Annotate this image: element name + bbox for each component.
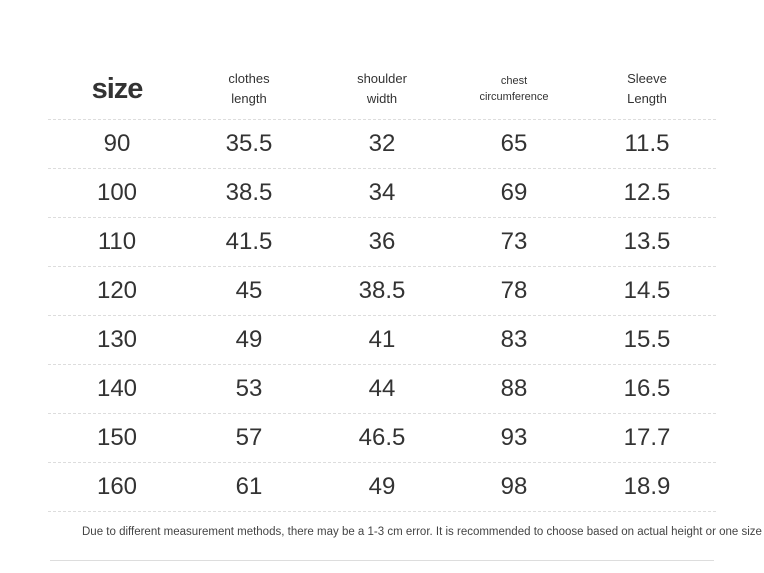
table-cell: 83	[500, 326, 528, 353]
header-text: size	[91, 73, 144, 105]
table-cell: 90	[103, 130, 131, 157]
table-cell: 49	[368, 473, 396, 500]
row-divider	[48, 462, 716, 463]
table-cell: 98	[500, 473, 528, 500]
header-cell: Sleeve Length	[581, 60, 713, 118]
header-cell: chest circumference	[448, 60, 580, 118]
header-text: shoulder	[357, 71, 407, 86]
table-cell: 110	[97, 228, 137, 255]
footnote: Due to different measurement methods, th…	[82, 526, 764, 538]
table-cell: 14.5	[623, 277, 671, 304]
row-divider	[48, 364, 716, 365]
table-cell: 57	[235, 424, 263, 451]
table-cell: 41	[368, 326, 396, 353]
header-text: Sleeve	[627, 71, 667, 86]
row-divider	[48, 266, 716, 267]
table-cell: 73	[500, 228, 528, 255]
table-cell: 140	[96, 375, 138, 402]
table-cell: 130	[96, 326, 138, 353]
table-cell: 120	[96, 277, 138, 304]
table-cell: 100	[96, 179, 138, 206]
table-cell: 36	[368, 228, 396, 255]
table-cell: 46.5	[358, 424, 406, 451]
table-cell: 150	[96, 424, 138, 451]
table-cell: 160	[96, 473, 138, 500]
row-divider	[48, 217, 716, 218]
table-cell: 18.9	[623, 473, 671, 500]
bottom-line	[50, 560, 714, 561]
row-divider	[48, 119, 716, 120]
table-cell: 44	[368, 375, 396, 402]
header-cell: shoulder width	[316, 60, 448, 118]
table-cell: 17.7	[623, 424, 671, 451]
row-divider	[48, 168, 716, 169]
table-cell: 16.5	[623, 375, 671, 402]
table-cell: 65	[500, 130, 528, 157]
table-cell: 15.5	[623, 326, 671, 353]
table-cell: 38.5	[358, 277, 406, 304]
table-cell: 78	[500, 277, 528, 304]
header-text: Length	[627, 91, 667, 106]
table-cell: 12.5	[623, 179, 671, 206]
table-cell: 32	[368, 130, 396, 157]
table-cell: 49	[235, 326, 263, 353]
table-cell: 38.5	[225, 179, 273, 206]
table-cell: 35.5	[225, 130, 273, 157]
row-divider	[48, 511, 716, 512]
table-cell: 53	[235, 375, 263, 402]
header-text: chest	[500, 75, 528, 87]
table-cell: 45	[235, 277, 263, 304]
table-cell: 69	[500, 179, 528, 206]
row-divider	[48, 315, 716, 316]
table-cell: 34	[368, 179, 396, 206]
header-cell: clothes length	[183, 60, 315, 118]
table-cell: 88	[500, 375, 528, 402]
header-text: width	[366, 91, 398, 106]
table-cell: 61	[235, 473, 263, 500]
table-cell: 41.5	[225, 228, 273, 255]
table-cell: 13.5	[623, 228, 671, 255]
header-text: circumference	[479, 91, 549, 103]
table-cell: 11.5	[624, 130, 670, 157]
table-cell: 93	[500, 424, 528, 451]
header-text: length	[231, 91, 267, 106]
row-divider	[48, 413, 716, 414]
header-text: clothes	[228, 71, 270, 86]
header-cell: size	[51, 60, 183, 118]
